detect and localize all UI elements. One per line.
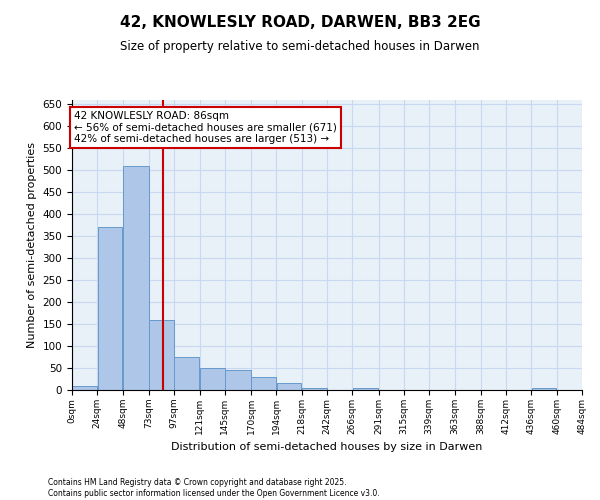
Text: Size of property relative to semi-detached houses in Darwen: Size of property relative to semi-detach… <box>120 40 480 53</box>
Bar <box>175 357 199 390</box>
Bar <box>251 377 276 390</box>
Bar <box>532 388 556 390</box>
Text: 42, KNOWLESLY ROAD, DARWEN, BB3 2EG: 42, KNOWLESLY ROAD, DARWEN, BB3 2EG <box>119 15 481 30</box>
Bar <box>98 228 122 390</box>
X-axis label: Distribution of semi-detached houses by size in Darwen: Distribution of semi-detached houses by … <box>172 442 482 452</box>
Bar <box>225 370 251 390</box>
Bar <box>277 384 301 390</box>
Bar <box>200 368 224 390</box>
Bar <box>353 388 379 390</box>
Y-axis label: Number of semi-detached properties: Number of semi-detached properties <box>27 142 37 348</box>
Text: 42 KNOWLESLY ROAD: 86sqm
← 56% of semi-detached houses are smaller (671)
42% of : 42 KNOWLESLY ROAD: 86sqm ← 56% of semi-d… <box>74 111 337 144</box>
Text: Contains HM Land Registry data © Crown copyright and database right 2025.
Contai: Contains HM Land Registry data © Crown c… <box>48 478 380 498</box>
Bar <box>302 388 327 390</box>
Bar <box>72 386 97 390</box>
Bar <box>123 166 149 390</box>
Bar <box>149 320 174 390</box>
